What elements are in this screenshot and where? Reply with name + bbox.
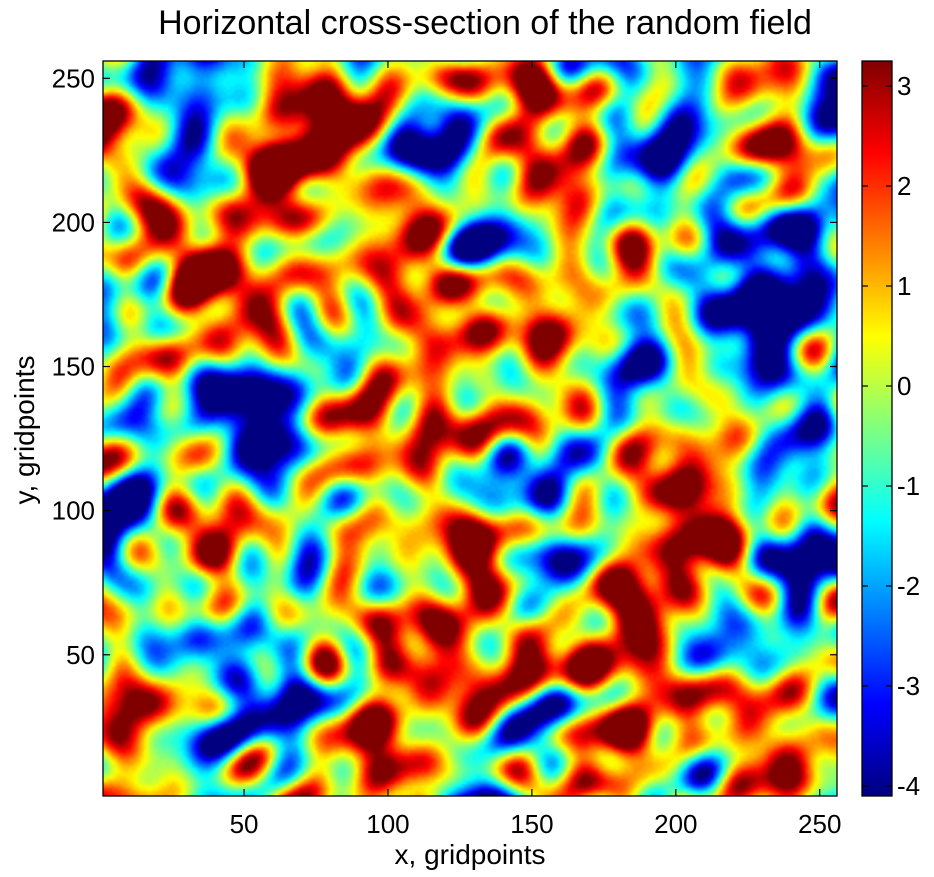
plot-frame — [102, 60, 838, 797]
x-tick-label: 150 — [510, 809, 553, 839]
colorbar-tick-label: -3 — [897, 671, 920, 701]
y-tick-label: 150 — [52, 352, 95, 382]
heatmap-image — [103, 61, 837, 796]
y-tick-label: 200 — [52, 207, 95, 237]
x-tick-label: 100 — [366, 809, 409, 839]
colorbar-tick-label: -1 — [897, 471, 920, 501]
colorbar-tick-label: -2 — [897, 571, 920, 601]
x-axis-label: x, gridpoints — [395, 839, 546, 870]
colorbar-tick-label: -4 — [897, 771, 920, 801]
colorbar-tick-label: 0 — [897, 371, 911, 401]
heatmap-plot — [102, 60, 838, 797]
y-tick-label: 100 — [52, 496, 95, 526]
colorbar-tick-label: 1 — [897, 271, 911, 301]
y-axis: 50 100 150 200 250 — [52, 63, 837, 670]
colorbar-tick-label: 3 — [897, 71, 911, 101]
y-tick-label: 50 — [66, 640, 95, 670]
colorbar-tick-label: 2 — [897, 171, 911, 201]
y-tick-label: 250 — [52, 63, 95, 93]
x-tick-label: 50 — [230, 809, 259, 839]
colorbar-ticks: -4 -3 -2 -1 0 1 2 3 — [862, 71, 920, 801]
colorbar-frame — [861, 60, 893, 797]
x-axis: 50 100 150 200 250 — [230, 61, 841, 839]
x-tick-label: 250 — [798, 809, 841, 839]
chart-title: Horizontal cross-section of the random f… — [158, 4, 812, 42]
y-axis-label: y, gridpoints — [9, 356, 40, 505]
colorbar: -4 -3 -2 -1 0 1 2 3 — [861, 60, 920, 801]
colorbar-gradient — [862, 61, 892, 796]
x-tick-label: 200 — [654, 809, 697, 839]
